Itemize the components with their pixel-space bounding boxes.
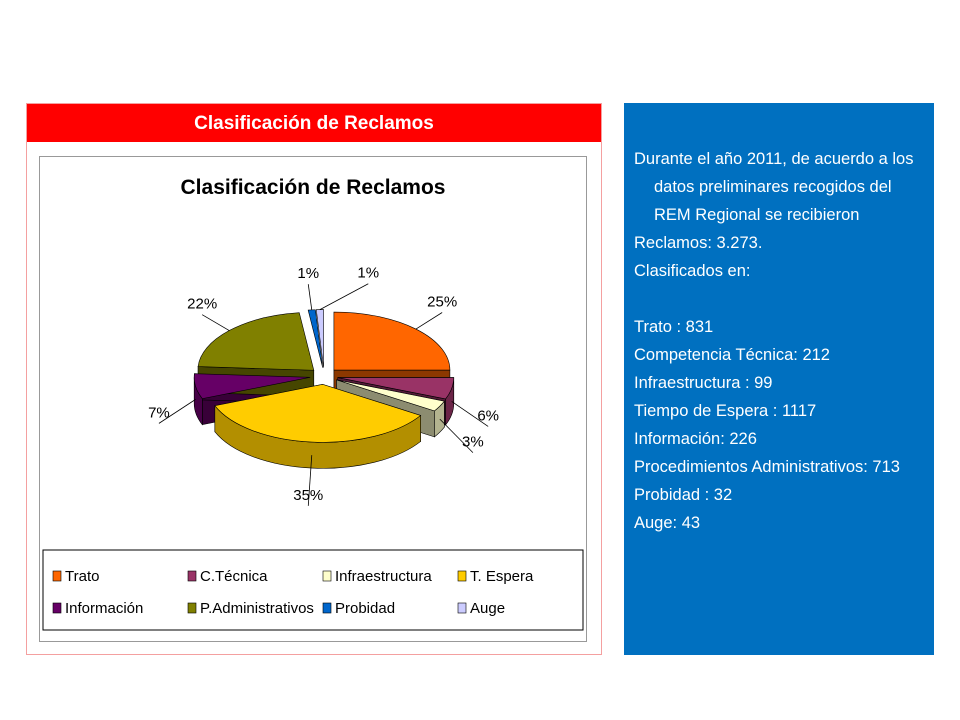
legend-label: Probidad xyxy=(335,600,395,617)
slice xyxy=(336,379,445,412)
panel-line: Durante el año 2011, de acuerdo a los da… xyxy=(634,150,914,224)
legend-swatch xyxy=(187,602,197,614)
panel-line: Auge: 43 xyxy=(634,514,701,532)
legend-swatch xyxy=(322,570,332,582)
panel-line: Procedimientos Administrativos: 713 xyxy=(634,458,900,476)
box-title: Clasificación de Reclamos xyxy=(27,104,601,142)
leader-line xyxy=(415,312,443,330)
legend-swatch xyxy=(52,570,62,582)
slice xyxy=(214,384,422,443)
data-label: 22% xyxy=(187,296,217,313)
panel-line: Tiempo de Espera : 1117 xyxy=(634,402,817,420)
leader-line xyxy=(451,401,489,427)
legend-label: Trato xyxy=(65,568,99,585)
panel-line: Reclamos: 3.273. xyxy=(634,234,763,252)
panel-text: Durante el año 2011, de acuerdo a los da… xyxy=(634,145,926,537)
leader-line xyxy=(307,284,313,310)
legend-label: C.Técnica xyxy=(200,568,268,585)
legend-swatch xyxy=(322,602,332,614)
panel-line: Competencia Técnica: 212 xyxy=(634,346,830,364)
data-label: 3% xyxy=(462,434,484,451)
legend-label: P.Administrativos xyxy=(200,600,314,617)
leader-line xyxy=(307,455,313,506)
data-label: 35% xyxy=(293,487,323,504)
slice xyxy=(333,311,451,371)
leader-line xyxy=(439,418,474,453)
slice xyxy=(337,377,455,400)
data-label: 6% xyxy=(477,407,499,424)
legend-swatch xyxy=(457,570,467,582)
legend-swatch xyxy=(457,602,467,614)
chart-box: Clasificación de Reclamos Clasificación … xyxy=(26,103,602,655)
panel-line: Clasificados en: xyxy=(634,262,751,280)
data-label: 25% xyxy=(427,293,457,310)
text-panel: Durante el año 2011, de acuerdo a los da… xyxy=(624,103,934,655)
legend-label: Auge xyxy=(470,600,505,617)
legend-swatch xyxy=(187,570,197,582)
data-label: 1% xyxy=(297,265,319,282)
legend-label: Información xyxy=(65,600,143,617)
leader-line xyxy=(201,314,230,331)
leader-line xyxy=(158,399,196,424)
slice xyxy=(307,309,323,368)
panel-line: Trato : 831 xyxy=(634,318,714,336)
chart: Clasificación de Reclamos 25% 6% 3% 35% 7% 22… xyxy=(39,156,587,642)
legend-label: Infraestructura xyxy=(335,568,432,585)
slice xyxy=(193,373,311,399)
panel-line: Información: 226 xyxy=(634,430,757,448)
chart-title: Clasificación de Reclamos xyxy=(181,176,446,199)
data-label: 1% xyxy=(357,265,379,282)
legend-label: T. Espera xyxy=(470,568,534,585)
panel-line: Infraestructura : 99 xyxy=(634,374,773,392)
legend-frame xyxy=(42,549,584,631)
data-label: 7% xyxy=(148,404,170,421)
leader-line xyxy=(319,283,369,310)
legend-swatch xyxy=(52,602,62,614)
panel-line: Probidad : 32 xyxy=(634,486,733,504)
